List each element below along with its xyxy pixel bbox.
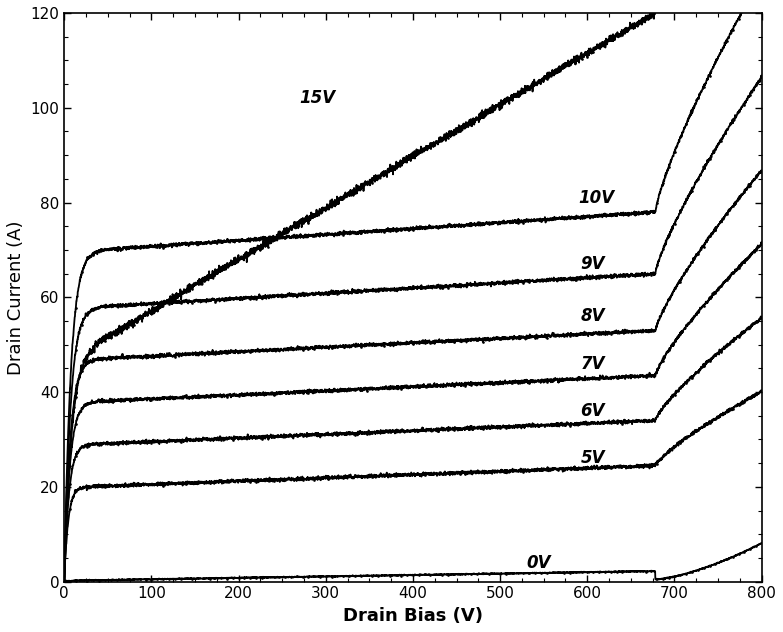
Text: 10V: 10V [579, 189, 615, 207]
Text: 5V: 5V [580, 449, 604, 468]
Text: 6V: 6V [580, 402, 604, 420]
Y-axis label: Drain Current (A): Drain Current (A) [7, 220, 25, 375]
Text: 0V: 0V [526, 554, 550, 572]
X-axis label: Drain Bias (V): Drain Bias (V) [343, 607, 483, 625]
Text: 7V: 7V [580, 355, 604, 373]
Text: 9V: 9V [580, 255, 604, 273]
Text: 15V: 15V [300, 89, 336, 107]
Text: 8V: 8V [580, 307, 604, 325]
